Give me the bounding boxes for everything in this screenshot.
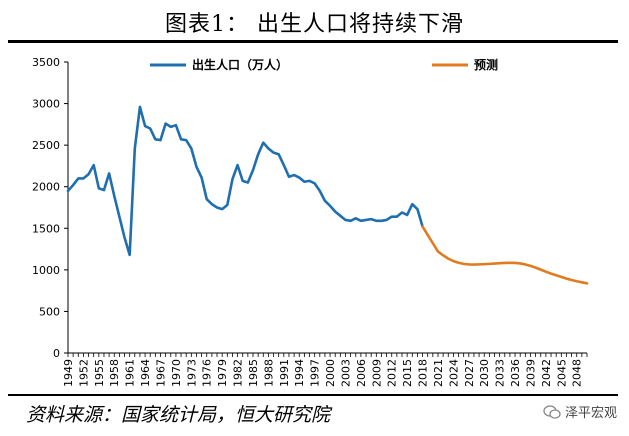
title-rule xyxy=(8,40,618,43)
x-tick-label: 1955 xyxy=(93,359,106,387)
chart-area: 0 500 1000 1500 2000 2500 3000 3500 1949 1952 1955… xyxy=(32,56,589,387)
chart-title: 图表1： 出生人口将持续下滑 xyxy=(165,12,464,37)
chart-axes: 0 500 1000 1500 2000 2500 3000 3500 1949 1952 1955… xyxy=(32,56,588,387)
x-tick-label: 2039 xyxy=(524,359,537,387)
x-tick-label: 1964 xyxy=(139,359,152,387)
footer-rule xyxy=(8,394,618,396)
x-tick-label: 2048 xyxy=(571,359,584,387)
x-tick-label: 2009 xyxy=(370,359,383,387)
x-tick-label: 2012 xyxy=(386,359,399,387)
x-tick-label: 2021 xyxy=(432,359,445,387)
x-tick-label: 2015 xyxy=(401,359,414,387)
y-tick-label: 500 xyxy=(39,305,60,318)
x-tick-label: 1979 xyxy=(216,359,229,387)
x-tick-label: 2030 xyxy=(478,359,491,387)
source-note: 资料来源：国家统计局，恒大研究院 xyxy=(26,404,331,426)
x-tick-label: 2045 xyxy=(555,359,568,387)
y-tick-label: 3000 xyxy=(32,98,60,111)
y-tick-label: 2000 xyxy=(32,181,60,194)
x-tick-label: 2000 xyxy=(324,359,337,387)
x-tick-label: 1976 xyxy=(201,359,214,387)
x-tick-label: 2027 xyxy=(463,359,476,387)
watermark-text: 泽平宏观 xyxy=(564,406,617,421)
y-tick-label: 1000 xyxy=(32,264,60,277)
x-tick-label: 2024 xyxy=(447,359,460,387)
x-tick-label: 2033 xyxy=(494,359,507,387)
x-tick-label: 1994 xyxy=(293,359,306,387)
series-line-births xyxy=(66,105,424,257)
y-tick-label: 3500 xyxy=(32,56,60,69)
x-tick-label: 1973 xyxy=(185,359,198,387)
x-tick-label: 1952 xyxy=(77,359,90,387)
chart-legend: 出生人口（万人） 预测 xyxy=(150,57,498,72)
chart-series-layer xyxy=(66,105,589,285)
x-tick-label: 1970 xyxy=(170,359,183,387)
x-tick-label: 1961 xyxy=(124,359,137,387)
x-tick-label: 2006 xyxy=(355,359,368,387)
y-tick-label: 2500 xyxy=(32,139,60,152)
y-tick-label: 1500 xyxy=(32,222,60,235)
x-tick-label: 1997 xyxy=(309,359,322,387)
x-tick-label: 2036 xyxy=(509,359,522,387)
x-tick-label: 1967 xyxy=(154,359,167,387)
x-tick-label: 2042 xyxy=(540,359,553,387)
x-tick-label: 1982 xyxy=(232,359,245,387)
y-tick-label: 0 xyxy=(53,347,60,360)
watermark: 泽平宏观 xyxy=(543,402,617,421)
series-line-forecast xyxy=(421,225,589,285)
legend-label-forecast: 预测 xyxy=(474,57,498,72)
x-tick-label: 1958 xyxy=(108,359,121,387)
x-tick-label: 1985 xyxy=(247,359,260,387)
wechat-icon xyxy=(543,405,561,419)
x-tick-label: 1949 xyxy=(62,359,75,387)
x-tick-label: 1988 xyxy=(262,359,275,387)
x-tick-label: 2003 xyxy=(339,359,352,387)
legend-label-births: 出生人口（万人） xyxy=(192,57,288,72)
x-tick-label: 2018 xyxy=(417,359,430,387)
x-tick-label: 1991 xyxy=(278,359,291,387)
